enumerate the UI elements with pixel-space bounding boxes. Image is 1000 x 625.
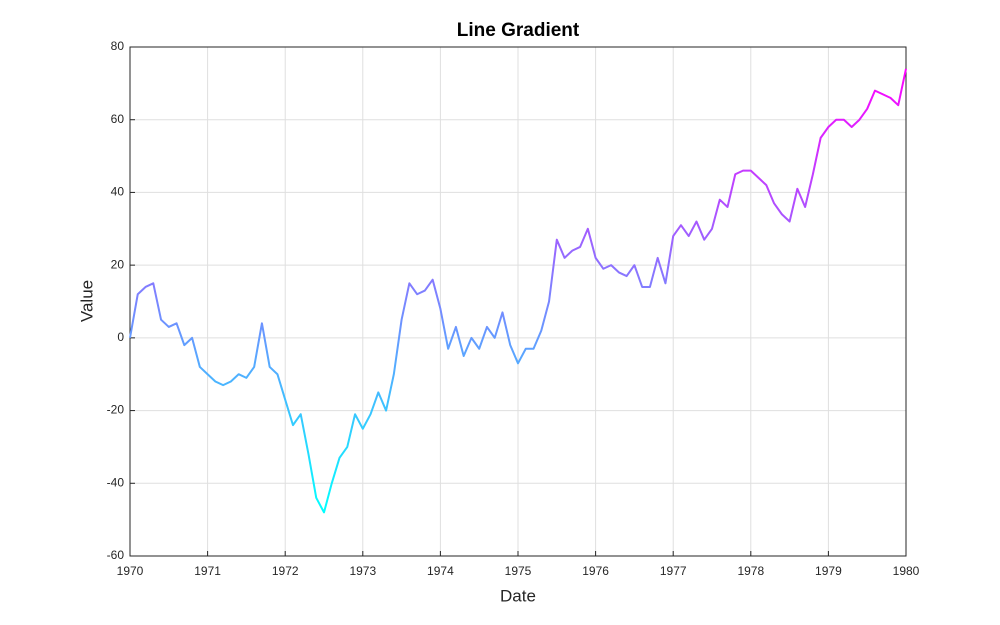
y-tick-label: -20 [107,403,125,417]
x-tick-label: 1974 [427,564,454,578]
x-tick-label: 1980 [893,564,920,578]
x-tick-label: 1976 [582,564,609,578]
y-tick-label: 60 [111,112,125,126]
x-tick-label: 1978 [737,564,764,578]
x-axis-label: Date [500,586,536,605]
x-tick-label: 1977 [660,564,687,578]
x-tick-label: 1975 [505,564,532,578]
x-tick-label: 1971 [194,564,221,578]
y-tick-label: 80 [111,39,125,53]
y-tick-label: -60 [107,548,125,562]
data-line [129,68,907,514]
x-tick-label: 1970 [117,564,144,578]
y-tick-label: -40 [107,475,125,489]
x-tick-label: 1973 [349,564,376,578]
y-tick-label: 40 [111,185,125,199]
y-tick-label: 20 [111,257,125,271]
plot-frame [129,46,907,557]
y-axis-label: Value [77,280,96,322]
x-tick-label: 1972 [272,564,299,578]
y-tick-label: 0 [117,330,124,344]
x-tick-label: 1979 [815,564,842,578]
chart-title: Line Gradient [457,20,580,41]
